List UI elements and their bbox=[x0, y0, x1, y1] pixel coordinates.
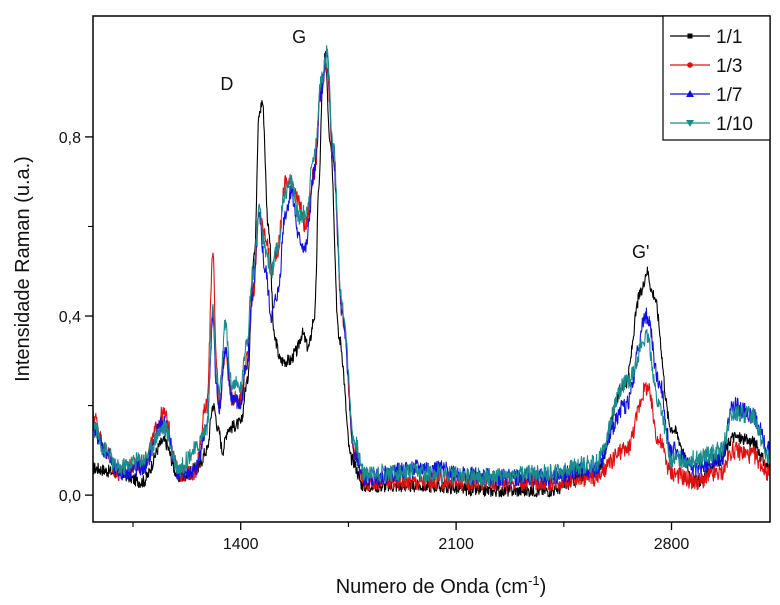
y-axis-title: Intensidade Raman (u.a.) bbox=[12, 156, 34, 382]
x-axis-title: Numero de Onda (cm-1) bbox=[336, 573, 547, 598]
series-line-4 bbox=[93, 45, 770, 487]
legend-label-3: 1/7 bbox=[716, 85, 742, 106]
peak-annotations: D G G' bbox=[220, 27, 649, 262]
y-tick-label: 0,4 bbox=[59, 309, 81, 326]
legend: 1/1 1/3 1/7 1/10 bbox=[662, 15, 771, 141]
legend-marker-2 bbox=[687, 62, 693, 68]
x-tick-label: 1400 bbox=[223, 536, 259, 553]
peak-label-2: G bbox=[292, 27, 306, 47]
y-tick-label: 0,0 bbox=[59, 488, 81, 505]
legend-label-1: 1/1 bbox=[716, 27, 742, 48]
x-axis-title-main: Numero de Onda (cm bbox=[336, 576, 528, 598]
legend-label-2: 1/3 bbox=[716, 56, 742, 77]
plot-frame bbox=[92, 15, 771, 523]
x-axis-title-end: ) bbox=[540, 576, 547, 598]
peak-label-3: G' bbox=[632, 242, 649, 262]
legend-marker-3 bbox=[686, 90, 694, 97]
x-axis-title-superscript: -1 bbox=[528, 573, 540, 588]
legend-marker-1 bbox=[687, 33, 693, 39]
y-tick-label: 0,8 bbox=[59, 130, 81, 147]
axis-ticks: 1400 2100 2800 0,0 0,4 0,8 bbox=[59, 130, 690, 553]
legend-box bbox=[662, 15, 771, 141]
legend-items: 1/1 1/3 1/7 1/10 bbox=[670, 27, 753, 135]
legend-label-4: 1/10 bbox=[716, 114, 753, 135]
x-tick-label: 2800 bbox=[654, 536, 690, 553]
peak-label-1: D bbox=[220, 74, 233, 94]
series-layer bbox=[93, 45, 770, 498]
x-tick-label: 2100 bbox=[438, 536, 474, 553]
series-line-2 bbox=[93, 66, 770, 492]
legend-marker-4 bbox=[686, 120, 694, 127]
